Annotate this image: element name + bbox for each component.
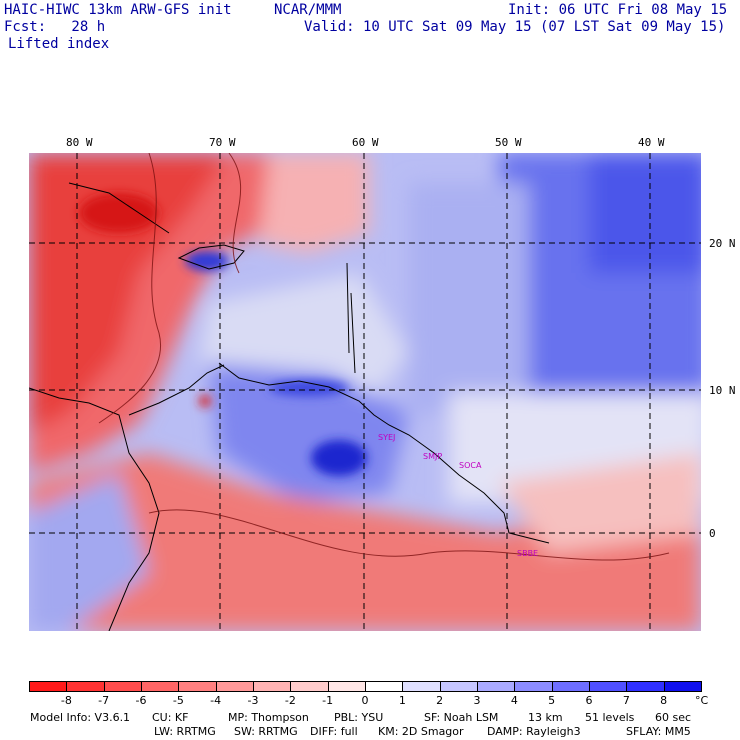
colorbar-label: -5	[172, 694, 184, 707]
colorbar-swatch	[327, 681, 366, 692]
colorbar-swatch	[589, 681, 628, 692]
lat-label-10n: 10 N	[709, 384, 736, 397]
colorbar-label: -7	[98, 694, 110, 707]
footer-lw: LW: RRTMG	[154, 725, 216, 738]
colorbar-swatch	[215, 681, 254, 692]
footer-timestep: 60 sec	[655, 711, 692, 724]
colorbar-unit: °C	[695, 694, 709, 707]
colorbar-label: -2	[284, 694, 296, 707]
colorbar-label: 0	[361, 694, 369, 707]
colorbar-swatch	[253, 681, 292, 692]
colorbar-swatch	[141, 681, 180, 692]
footer-levels: 51 levels	[585, 711, 635, 724]
colorbar-swatch	[439, 681, 478, 692]
colorbar-label: -6	[135, 694, 147, 707]
lon-label-60w: 60 W	[352, 136, 379, 149]
colorbar-label: -1	[322, 694, 334, 707]
colorbar-swatch	[365, 681, 404, 692]
init-time: Init: 06 UTC Fri 08 May 15	[508, 2, 728, 18]
footer-mp: MP: Thompson	[228, 711, 309, 724]
lat-label-0: 0	[709, 527, 716, 540]
colorbar-label: 1	[398, 694, 406, 707]
colorbar-label: -4	[210, 694, 222, 707]
org-label: NCAR/MMM	[274, 2, 342, 18]
colorbar-swatch	[626, 681, 665, 692]
lon-label-80w: 80 W	[66, 136, 93, 149]
station-label: SOCA	[459, 461, 482, 470]
colorbar-swatch	[103, 681, 142, 692]
colorbar-swatch	[178, 681, 217, 692]
lat-label-20n: 20 N	[709, 237, 736, 250]
colorbar-label: -3	[247, 694, 259, 707]
footer-sf: SF: Noah LSM	[424, 711, 499, 724]
station-label: SYEJ	[378, 433, 396, 442]
lifted-index-map	[29, 153, 701, 631]
forecast-hour: Fcst: 28 h	[4, 19, 106, 35]
colorbar-swatch	[551, 681, 590, 692]
footer-cu: CU: KF	[152, 711, 189, 724]
colorbar-label: 3	[473, 694, 481, 707]
colorbar-label: 5	[548, 694, 556, 707]
station-label: SMJP	[423, 452, 443, 461]
footer-sw: SW: RRTMG	[234, 725, 298, 738]
footer-sflay: SFLAY: MM5	[626, 725, 691, 738]
colorbar-label: 6	[585, 694, 593, 707]
footer-damp: DAMP: Rayleigh3	[487, 725, 581, 738]
colorbar-label: 7	[622, 694, 630, 707]
colorbar-label: 8	[660, 694, 668, 707]
colorbar-swatch	[402, 681, 441, 692]
colorbar-swatch	[290, 681, 329, 692]
lon-label-70w: 70 W	[209, 136, 236, 149]
model-title: HAIC-HIWC 13km ARW-GFS init	[4, 2, 232, 18]
valid-time: Valid: 10 UTC Sat 09 May 15 (07 LST Sat …	[304, 19, 726, 35]
colorbar-label: -8	[60, 694, 72, 707]
footer-model-info: Model Info: V3.6.1	[30, 711, 131, 724]
footer-diff: DIFF: full	[310, 725, 358, 738]
colorbar-swatch	[514, 681, 553, 692]
colorbar-swatch	[66, 681, 105, 692]
field-name: Lifted index	[8, 36, 110, 52]
footer-km: KM: 2D Smagor	[378, 725, 464, 738]
footer-pbl: PBL: YSU	[334, 711, 384, 724]
station-label: SBBE	[517, 549, 539, 558]
lon-label-50w: 50 W	[495, 136, 522, 149]
colorbar-swatch	[663, 681, 702, 692]
colorbar-label: 4	[510, 694, 518, 707]
lon-label-40w: 40 W	[638, 136, 665, 149]
footer-resolution: 13 km	[528, 711, 563, 724]
colorbar-label: 2	[436, 694, 444, 707]
colorbar-swatch	[477, 681, 516, 692]
colorbar-swatch	[29, 681, 68, 692]
